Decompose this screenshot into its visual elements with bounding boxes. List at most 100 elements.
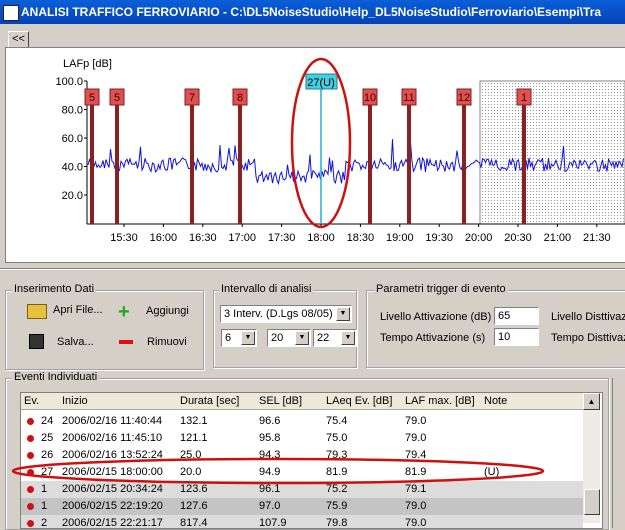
hour-select[interactable]: 20▼ — [267, 329, 311, 347]
column-header[interactable]: Ev. — [21, 393, 60, 410]
event-label: 5 — [89, 92, 95, 104]
dropdown-arrow[interactable]: ▼ — [336, 307, 350, 321]
table-cell: 2006/02/16 11:40:44 — [62, 413, 175, 430]
table-cell: 2006/02/16 11:45:10 — [62, 430, 175, 447]
scroll-thumb[interactable] — [584, 489, 600, 515]
column-header[interactable]: LAF max. [dB] — [402, 393, 482, 410]
open-button[interactable]: Apri File... — [53, 304, 103, 316]
table-cell: 97.0 — [259, 498, 321, 515]
event-label: 5 — [114, 92, 120, 104]
column-header[interactable]: SEL [dB] — [256, 393, 324, 410]
group-title: Eventi Individuati — [12, 371, 99, 383]
table-cell: 75.9 — [326, 498, 400, 515]
status-dot — [27, 503, 34, 510]
dropdown-arrow[interactable]: ▼ — [295, 331, 309, 345]
event-label: 1 — [521, 92, 527, 104]
x-tick-label: 19:00 — [386, 232, 414, 244]
x-tick-label: 17:30 — [268, 232, 296, 244]
field-label: Livello Disttivaz — [551, 311, 625, 323]
table-cell: 121.1 — [180, 430, 254, 447]
hour-select[interactable]: 22▼ — [313, 329, 357, 347]
column-header[interactable]: Inizio — [59, 393, 178, 410]
status-dot — [27, 520, 34, 527]
table-cell: 95.8 — [259, 430, 321, 447]
x-tick-label: 19:30 — [425, 232, 453, 244]
y-tick-label: 100.0 — [55, 76, 83, 88]
event-bar — [238, 91, 242, 224]
x-tick-label: 18:00 — [307, 232, 335, 244]
event-label: 12 — [458, 92, 470, 104]
selected-event-label: 27(U) — [307, 77, 335, 89]
status-dot — [27, 435, 34, 442]
row-highlight — [0, 450, 625, 490]
x-tick-label: 17:00 — [228, 232, 256, 244]
scroll-up[interactable]: ▲ — [583, 393, 600, 410]
field-label: Livello Attivazione (dB) — [380, 311, 491, 323]
table-cell: 79.0 — [405, 498, 479, 515]
highlight-ellipse — [13, 459, 543, 483]
event-bar — [407, 91, 411, 224]
table-cell: 107.9 — [259, 515, 321, 529]
y-tick-label: 60.0 — [62, 133, 83, 145]
event-bar — [90, 91, 94, 224]
column-header[interactable]: Durata [sec] — [177, 393, 257, 410]
separator — [0, 268, 625, 270]
table-cell: 75.0 — [326, 430, 400, 447]
remove-icon — [119, 340, 133, 344]
x-tick-label: 20:30 — [504, 232, 532, 244]
x-tick-label: 15:30 — [110, 232, 138, 244]
event-label: 8 — [237, 92, 243, 104]
activation-time-input[interactable]: 10 — [494, 328, 539, 346]
table-cell: 817.4 — [180, 515, 254, 529]
table-cell: 127.6 — [180, 498, 254, 515]
table-cell: 75.4 — [326, 413, 400, 430]
folder-icon — [27, 304, 47, 319]
column-header[interactable]: LAeq Ev. [dB] — [323, 393, 403, 410]
column-header[interactable]: Note — [481, 393, 584, 410]
title-bar: ANALISI TRAFFICO FERROVIARIO - C:\DL5Noi… — [0, 0, 625, 24]
interval-select[interactable]: 3 Interv. (D.Lgs 08/05)▼ — [220, 305, 352, 323]
group-title: Inserimento Dati — [12, 283, 96, 295]
table-cell: 2006/02/15 22:21:17 — [62, 515, 175, 529]
x-tick-label: 16:00 — [150, 232, 178, 244]
event-label: 10 — [364, 92, 376, 104]
event-bar — [462, 91, 466, 224]
add-icon: + — [118, 305, 130, 319]
event-label: 7 — [189, 92, 195, 104]
y-tick-label: 40.0 — [62, 162, 83, 174]
save-button[interactable]: Salva... — [57, 336, 94, 348]
dropdown-arrow[interactable]: ▼ — [241, 331, 255, 345]
select-value: 3 Interv. (D.Lgs 08/05) — [224, 308, 333, 320]
excluded-region — [480, 81, 625, 224]
event-bar — [115, 91, 119, 224]
collapse-button[interactable]: << — [8, 31, 29, 48]
group-title: Intervallo di analisi — [219, 283, 314, 295]
table-cell: 96.6 — [259, 413, 321, 430]
event-label: 11 — [403, 92, 414, 104]
field-label: Tempo Attivazione (s) — [380, 332, 485, 344]
x-tick-label: 16:30 — [189, 232, 217, 244]
event-bar — [522, 91, 526, 224]
app-icon — [3, 5, 19, 21]
table-cell: 132.1 — [180, 413, 254, 430]
y-tick-label: 20.0 — [62, 190, 83, 202]
x-tick-label: 21:00 — [544, 232, 572, 244]
table-cell: 79.8 — [326, 515, 400, 529]
group-title: Parametri trigger di evento — [374, 283, 508, 295]
table-cell: 79.0 — [405, 515, 479, 529]
hour-select[interactable]: 6▼ — [221, 329, 257, 347]
y-tick-label: 80.0 — [62, 105, 83, 117]
dropdown-arrow[interactable]: ▼ — [341, 331, 355, 345]
data-entry-group — [5, 290, 204, 370]
add-button[interactable]: Aggiungi — [146, 305, 189, 317]
field-label: Tempo Disttivaz — [551, 332, 625, 344]
activation-level-input[interactable]: 65 — [494, 307, 539, 325]
status-dot — [27, 418, 34, 425]
remove-button[interactable]: Rimuovi — [147, 336, 187, 348]
